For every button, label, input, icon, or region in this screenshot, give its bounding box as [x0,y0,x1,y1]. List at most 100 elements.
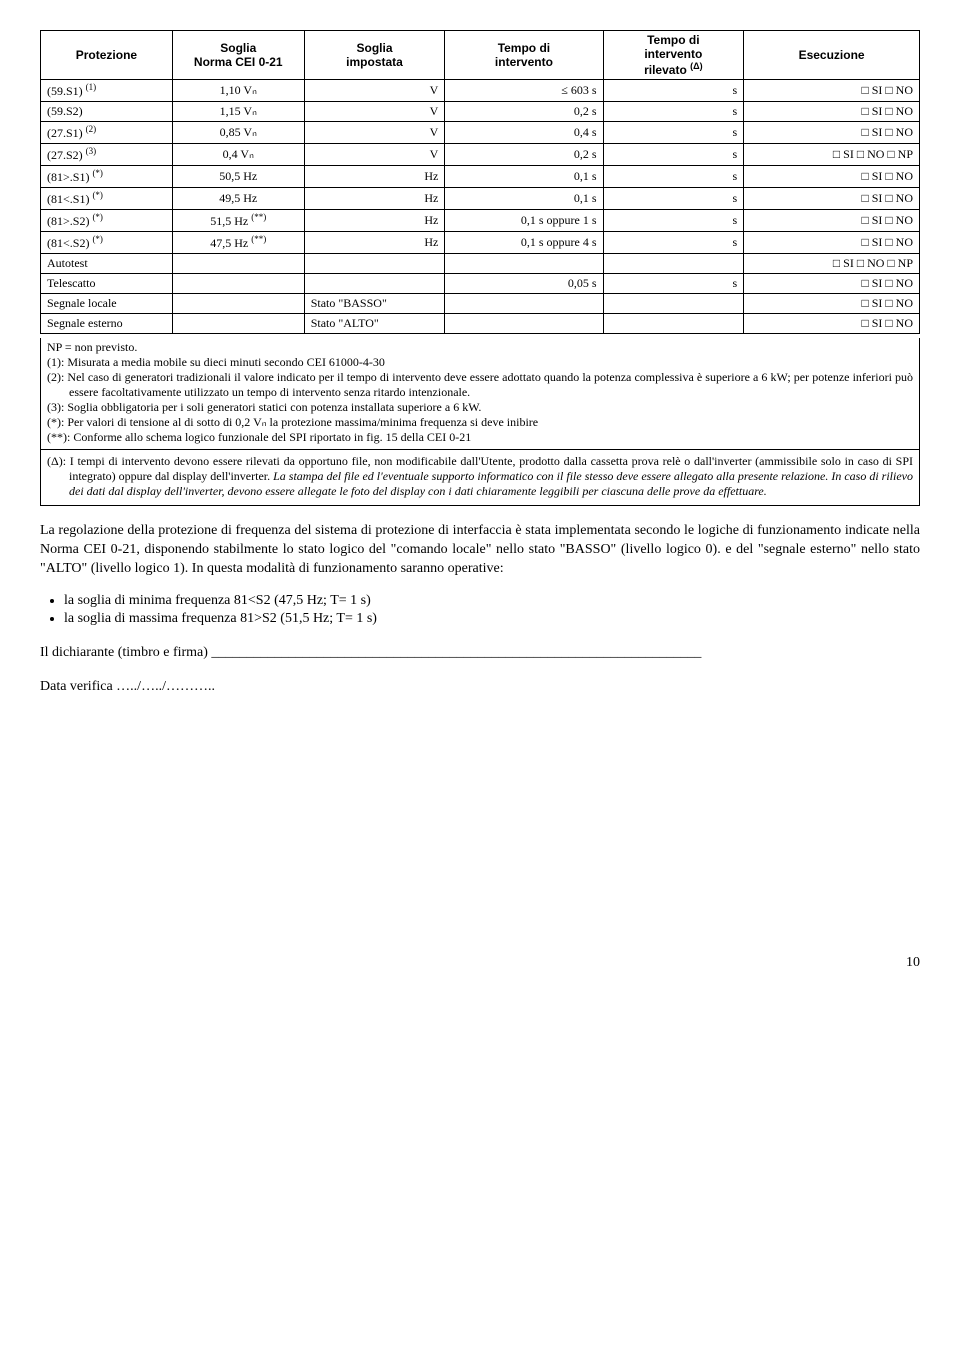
bullet-list: la soglia di minima frequenza 81<S2 (47,… [64,593,920,627]
th-tempo-rilevato: Tempo diinterventorilevato (Δ) [603,31,744,80]
date-line: Data verifica …../…../……….. [40,679,920,695]
table-row: Segnale esterno Stato "ALTO" □ SI □ NO [41,314,920,334]
cell-protezione: Segnale esterno [41,314,173,334]
cell-rilevato: s [603,102,744,122]
cell-esecuzione: □ SI □ NO [744,274,920,294]
cell-protezione: (27.S1) (2) [41,122,173,144]
cell-tempo: 0,2 s [445,144,603,166]
cell-soglia-impostata [304,274,445,294]
cell-esecuzione: □ SI □ NO □ NP [744,254,920,274]
th-soglia-norma: SogliaNorma CEI 0-21 [172,31,304,80]
cell-esecuzione: □ SI □ NO [744,122,920,144]
cell-soglia-impostata [304,254,445,274]
cell-soglia-impostata: V [304,102,445,122]
bullet-2: la soglia di massima frequenza 81>S2 (51… [64,611,920,627]
cell-rilevato: s [603,210,744,232]
cell-protezione: (27.S2) (3) [41,144,173,166]
notes-box: NP = non previsto. (1): Misurata a media… [40,338,920,506]
note-3: (3): Soglia obbligatoria per i soli gene… [47,400,913,415]
cell-tempo: 0,1 s oppure 4 s [445,232,603,254]
cell-esecuzione: □ SI □ NO [744,232,920,254]
cell-protezione: (81<.S2) (*) [41,232,173,254]
cell-tempo: 0,2 s [445,102,603,122]
cell-tempo [445,294,603,314]
note-np: NP = non previsto. [47,340,913,355]
cell-soglia-impostata: Stato "ALTO" [304,314,445,334]
table-row: (81<.S2) (*)47,5 Hz (**)Hz0,1 s oppure 4… [41,232,920,254]
th-tempo-intervento: Tempo diintervento [445,31,603,80]
cell-protezione: (81>.S2) (*) [41,210,173,232]
cell-soglia-norma: 1,15 Vₙ [172,102,304,122]
cell-soglia-impostata: V [304,144,445,166]
table-row: (27.S2) (3)0,4 VₙV0,2 ss□ SI □ NO □ NP [41,144,920,166]
cell-rilevato [603,254,744,274]
note-1: (1): Misurata a media mobile su dieci mi… [47,355,913,370]
cell-protezione: (81>.S1) (*) [41,166,173,188]
cell-soglia-impostata: Hz [304,210,445,232]
body-paragraph: La regolazione della protezione di frequ… [40,522,920,579]
th-esecuzione: Esecuzione [744,31,920,80]
cell-esecuzione: □ SI □ NO [744,166,920,188]
cell-soglia-norma: 0,85 Vₙ [172,122,304,144]
cell-esecuzione: □ SI □ NO [744,188,920,210]
note-star: (*): Per valori di tensione al di sotto … [47,415,913,430]
bullet-1: la soglia di minima frequenza 81<S2 (47,… [64,593,920,609]
cell-soglia-impostata: Hz [304,166,445,188]
cell-soglia-norma [172,314,304,334]
protection-table: Protezione SogliaNorma CEI 0-21 Sogliaim… [40,30,920,334]
th-soglia-impostata: Sogliaimpostata [304,31,445,80]
cell-rilevato: s [603,80,744,102]
cell-rilevato: s [603,274,744,294]
cell-rilevato: s [603,122,744,144]
cell-tempo: 0,05 s [445,274,603,294]
cell-tempo: 0,1 s [445,166,603,188]
cell-tempo: 0,1 s oppure 1 s [445,210,603,232]
table-row: (59.S2)1,15 VₙV0,2 ss□ SI □ NO [41,102,920,122]
cell-esecuzione: □ SI □ NO □ NP [744,144,920,166]
cell-protezione: (81<.S1) (*) [41,188,173,210]
cell-esecuzione: □ SI □ NO [744,80,920,102]
cell-esecuzione: □ SI □ NO [744,102,920,122]
cell-esecuzione: □ SI □ NO [744,294,920,314]
cell-esecuzione: □ SI □ NO [744,314,920,334]
cell-soglia-impostata: Hz [304,188,445,210]
cell-soglia-impostata: V [304,80,445,102]
table-row: Segnale locale Stato "BASSO" □ SI □ NO [41,294,920,314]
cell-protezione: Telescatto [41,274,173,294]
cell-soglia-norma: 0,4 Vₙ [172,144,304,166]
table-row: (27.S1) (2)0,85 VₙV0,4 ss□ SI □ NO [41,122,920,144]
page-number: 10 [40,955,920,971]
cell-rilevato [603,314,744,334]
cell-tempo: ≤ 603 s [445,80,603,102]
table-header-row: Protezione SogliaNorma CEI 0-21 Sogliaim… [41,31,920,80]
cell-soglia-norma: 51,5 Hz (**) [172,210,304,232]
cell-soglia-impostata: Stato "BASSO" [304,294,445,314]
cell-protezione: Segnale locale [41,294,173,314]
signature-line: Il dichiarante (timbro e firma) ________… [40,645,920,661]
cell-rilevato [603,294,744,314]
table-row: Autotest □ SI □ NO □ NP [41,254,920,274]
cell-tempo [445,254,603,274]
cell-soglia-impostata: Hz [304,232,445,254]
cell-protezione: (59.S2) [41,102,173,122]
cell-rilevato: s [603,232,744,254]
cell-soglia-norma: 50,5 Hz [172,166,304,188]
cell-tempo [445,314,603,334]
note-starstar: (**): Conforme allo schema logico funzio… [47,430,913,445]
table-row: (81<.S1) (*)49,5 HzHz0,1 ss□ SI □ NO [41,188,920,210]
cell-soglia-norma: 49,5 Hz [172,188,304,210]
cell-soglia-norma [172,294,304,314]
note-2: (2): Nel caso di generatori tradizionali… [47,370,913,400]
table-row: Telescatto 0,05 ss□ SI □ NO [41,274,920,294]
cell-soglia-impostata: V [304,122,445,144]
cell-rilevato: s [603,188,744,210]
cell-rilevato: s [603,144,744,166]
cell-soglia-norma [172,274,304,294]
cell-tempo: 0,1 s [445,188,603,210]
cell-protezione: Autotest [41,254,173,274]
table-row: (81>.S1) (*)50,5 HzHz0,1 ss□ SI □ NO [41,166,920,188]
cell-esecuzione: □ SI □ NO [744,210,920,232]
table-row: (59.S1) (1)1,10 VₙV≤ 603 ss□ SI □ NO [41,80,920,102]
cell-soglia-norma [172,254,304,274]
cell-protezione: (59.S1) (1) [41,80,173,102]
